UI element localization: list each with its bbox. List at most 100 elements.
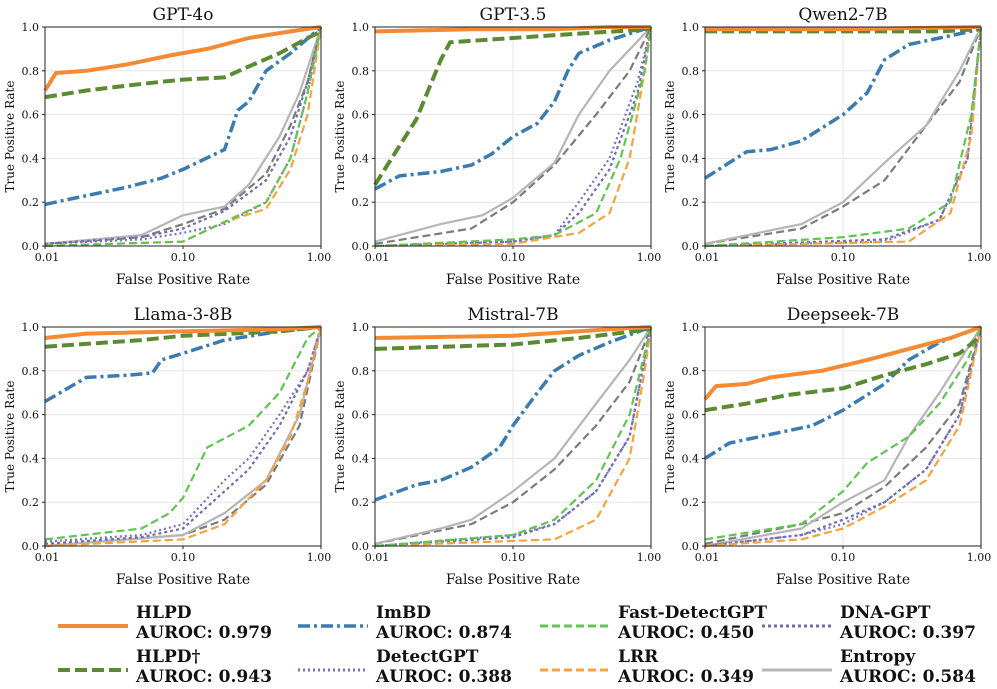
legend-name: DNA-GPT <box>840 603 931 623</box>
curve-imbd <box>44 25 323 207</box>
curve-detectgpt <box>704 26 983 248</box>
legend-name: ImBD <box>376 603 431 623</box>
roc-panels: 0.0 0.2 0.4 0.6 0.8 1.0 0.01 0.10 1.00 GPT-4o Fals… <box>3 5 991 588</box>
y-tick-label: 0.4 <box>682 152 700 165</box>
y-tick-label: 0.0 <box>22 540 40 553</box>
curve-hlpd <box>43 25 322 92</box>
x-tick-label: 0.01 <box>365 551 390 564</box>
legend-name: DetectGPT <box>376 647 479 667</box>
x-tick-label: 0.01 <box>695 551 720 564</box>
roc-panel: 0.0 0.2 0.4 0.6 0.8 1.0 0.01 0.10 1.00 GPT-3.5 Fal… <box>333 5 661 288</box>
panel-title: Llama-3-8B <box>134 305 233 325</box>
x-axis-label: False Positive Rate <box>446 272 580 288</box>
legend-name: LRR <box>618 647 659 667</box>
curve-lrr <box>704 26 983 248</box>
y-tick-label: 0.8 <box>22 65 40 78</box>
x-tick-label: 0.10 <box>171 551 196 564</box>
curve-entropy <box>704 326 982 548</box>
curve-detectgpt <box>374 26 653 248</box>
x-tick-label: 1.00 <box>307 551 332 564</box>
curve-fast <box>44 26 323 248</box>
curve-dna <box>374 326 653 548</box>
y-tick-label: 0.0 <box>682 540 700 553</box>
curve-dna <box>374 26 653 248</box>
curve-hlpd2 <box>374 327 652 351</box>
curve-lrr <box>44 326 323 548</box>
y-tick-label: 1.0 <box>352 321 370 334</box>
y-tick-label: 0.2 <box>352 196 370 209</box>
x-tick-label: 0.10 <box>501 551 526 564</box>
curve-entropy <box>374 26 652 243</box>
y-tick-label: 0.6 <box>352 409 370 422</box>
y-axis-label: True Positive Rate <box>663 81 677 193</box>
y-tick-label: 0.2 <box>682 496 700 509</box>
y-tick-label: 0.8 <box>682 65 700 78</box>
legend-auroc: AUROC: 0.397 <box>839 623 976 643</box>
curve-imbd <box>374 25 652 191</box>
y-axis-label: True Positive Rate <box>3 381 17 493</box>
x-axis-label: False Positive Rate <box>446 572 580 588</box>
curve-fast <box>704 26 983 248</box>
curve-fast <box>44 326 322 541</box>
y-tick-label: 0.2 <box>352 496 370 509</box>
panel-title: GPT-4o <box>153 5 214 25</box>
x-tick-label: 0.01 <box>35 251 60 264</box>
curve-detectgpt <box>704 326 983 548</box>
curve-entropy <box>374 326 652 545</box>
legend-auroc: AUROC: 0.349 <box>617 667 754 687</box>
y-tick-label: 0.8 <box>22 365 40 378</box>
y-tick-label: 0.0 <box>682 240 700 253</box>
y-tick-label: 0.4 <box>682 452 700 465</box>
y-tick-label: 0.6 <box>22 109 40 122</box>
curve-hlpd <box>374 325 652 340</box>
panel-title: Deepseek-7B <box>787 305 900 325</box>
curve-lrr <box>374 326 653 548</box>
curve-grey <box>374 26 652 245</box>
curve-hlpd2 <box>705 27 982 34</box>
legend-auroc: AUROC: 0.979 <box>135 623 272 643</box>
legend-name: Entropy <box>840 647 916 667</box>
y-axis-label: True Positive Rate <box>333 381 347 493</box>
curve-hlpd <box>703 325 982 401</box>
legend-auroc: AUROC: 0.450 <box>617 623 754 643</box>
y-tick-label: 0.6 <box>682 409 700 422</box>
x-tick-label: 0.01 <box>695 251 720 264</box>
y-tick-label: 1.0 <box>22 21 40 34</box>
curve-grey <box>704 26 983 245</box>
x-tick-label: 0.10 <box>831 551 856 564</box>
y-tick-label: 1.0 <box>682 21 700 34</box>
legend-auroc: AUROC: 0.874 <box>375 623 512 643</box>
panel-title: GPT-3.5 <box>480 5 547 25</box>
y-tick-label: 0.0 <box>352 240 370 253</box>
y-tick-label: 1.0 <box>22 321 40 334</box>
legend-entry: HLPD†AUROC: 0.943 <box>58 647 272 687</box>
roc-panel: 0.0 0.2 0.4 0.6 0.8 1.0 0.01 0.10 1.00 GPT-4o Fals… <box>3 5 331 288</box>
y-tick-label: 0.8 <box>682 365 700 378</box>
curve-hlpd2 <box>373 27 652 186</box>
x-tick-label: 1.00 <box>637 551 662 564</box>
x-tick-label: 1.00 <box>967 251 992 264</box>
panel-title: Qwen2-7B <box>798 5 887 25</box>
curve-hlpd <box>44 325 322 340</box>
y-tick-label: 0.0 <box>22 240 40 253</box>
curve-lrr <box>704 326 983 548</box>
y-axis-label: True Positive Rate <box>333 81 347 193</box>
curve-detectgpt <box>44 326 323 543</box>
curve-entropy <box>704 26 982 245</box>
legend-auroc: AUROC: 0.584 <box>839 667 976 687</box>
legend-auroc: AUROC: 0.943 <box>135 667 272 687</box>
curve-hlpd2 <box>44 29 322 100</box>
y-tick-label: 0.4 <box>22 452 40 465</box>
panel-title: Mistral-7B <box>467 305 558 325</box>
x-axis-label: False Positive Rate <box>776 272 910 288</box>
y-tick-label: 0.6 <box>352 109 370 122</box>
y-tick-label: 0.4 <box>22 152 40 165</box>
curve-dna <box>44 326 323 545</box>
